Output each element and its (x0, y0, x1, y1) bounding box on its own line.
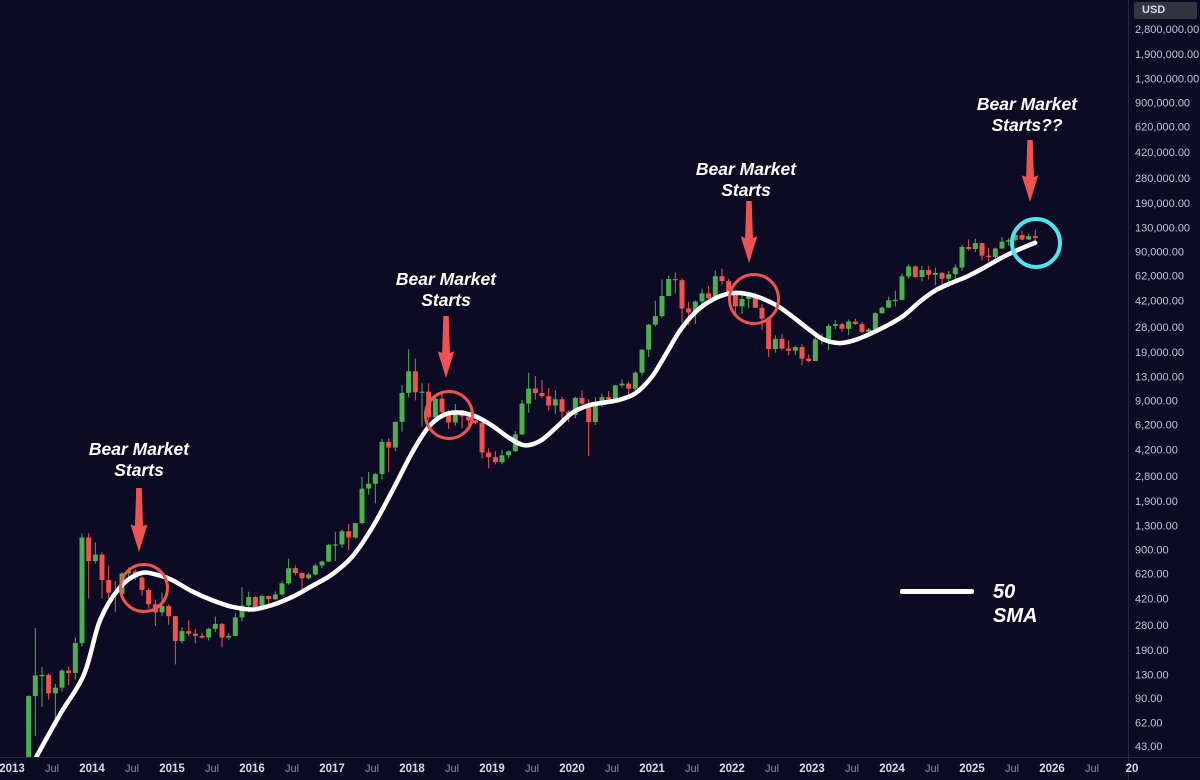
svg-text:42,000.00: 42,000.00 (1135, 296, 1184, 308)
sma-line-swatch (900, 589, 974, 594)
down-arrow-icon[interactable] (126, 488, 152, 552)
svg-text:Jul: Jul (1005, 763, 1019, 775)
svg-text:2026: 2026 (1039, 763, 1065, 775)
svg-text:Jul: Jul (45, 763, 59, 775)
svg-text:43.00: 43.00 (1135, 741, 1163, 753)
svg-text:190.00: 190.00 (1135, 645, 1169, 657)
svg-text:Jul: Jul (765, 763, 779, 775)
annotation-label: Bear Market Starts?? (976, 94, 1078, 135)
svg-text:19,000.00: 19,000.00 (1135, 347, 1184, 359)
svg-text:2017: 2017 (319, 763, 345, 775)
highlight-circle[interactable] (728, 273, 780, 325)
svg-text:130.00: 130.00 (1135, 669, 1169, 681)
svg-text:1,300,000.00: 1,300,000.00 (1135, 74, 1199, 86)
svg-text:1,900.00: 1,900.00 (1135, 496, 1178, 508)
svg-text:62.00: 62.00 (1135, 717, 1163, 729)
svg-text:280.00: 280.00 (1135, 620, 1169, 632)
svg-text:9,000.00: 9,000.00 (1135, 395, 1178, 407)
annotation-label: Bear Market Starts (395, 269, 497, 310)
svg-text:62,000.00: 62,000.00 (1135, 271, 1184, 283)
svg-text:2025: 2025 (959, 763, 985, 775)
svg-text:Jul: Jul (525, 763, 539, 775)
down-arrow-icon[interactable] (1017, 140, 1043, 202)
svg-text:900,000.00: 900,000.00 (1135, 98, 1190, 110)
svg-text:2022: 2022 (719, 763, 745, 775)
svg-text:90.00: 90.00 (1135, 693, 1163, 705)
svg-text:2013: 2013 (0, 763, 25, 775)
svg-text:2020: 2020 (559, 763, 585, 775)
svg-text:4,200.00: 4,200.00 (1135, 445, 1178, 457)
annotation-label: Bear Market Starts (88, 439, 190, 480)
price-axis-labels[interactable]: 2,800,000.00 1,900,000.00 1,300,000.00 900,… (1135, 24, 1199, 753)
svg-text:Jul: Jul (1085, 763, 1099, 775)
sma-legend-label: 50 SMA (993, 581, 1038, 627)
sma-line (33, 240, 1038, 757)
svg-text:2,800.00: 2,800.00 (1135, 471, 1178, 483)
svg-text:2019: 2019 (479, 763, 505, 775)
svg-text:2021: 2021 (639, 763, 665, 775)
currency-button[interactable]: USD (1134, 2, 1197, 19)
svg-text:420.00: 420.00 (1135, 594, 1169, 606)
svg-text:Jul: Jul (365, 763, 379, 775)
svg-text:13,000.00: 13,000.00 (1135, 372, 1184, 384)
down-arrow-icon[interactable] (433, 316, 459, 378)
annotation-label: Bear Market Starts (695, 159, 797, 200)
highlight-circle[interactable] (424, 390, 474, 440)
highlight-circle[interactable] (119, 563, 169, 613)
svg-text:Jul: Jul (845, 763, 859, 775)
svg-text:20: 20 (1126, 763, 1139, 775)
svg-text:2,800,000.00: 2,800,000.00 (1135, 24, 1199, 36)
svg-text:90,000.00: 90,000.00 (1135, 246, 1184, 258)
svg-text:Jul: Jul (445, 763, 459, 775)
highlight-circle[interactable] (1010, 217, 1062, 269)
down-arrow-icon[interactable] (736, 201, 762, 263)
svg-text:6,200.00: 6,200.00 (1135, 420, 1178, 432)
svg-text:2016: 2016 (239, 763, 265, 775)
svg-text:130,000.00: 130,000.00 (1135, 223, 1190, 235)
svg-text:2018: 2018 (399, 763, 425, 775)
svg-text:2014: 2014 (79, 763, 105, 775)
svg-text:28,000.00: 28,000.00 (1135, 322, 1184, 334)
time-axis-labels[interactable]: 2013 Jul 2014 Jul 2015 Jul 2016 Jul 2017 Jul 2018 J… (0, 763, 1138, 775)
svg-text:620,000.00: 620,000.00 (1135, 122, 1190, 134)
svg-text:2024: 2024 (879, 763, 905, 775)
svg-text:2023: 2023 (799, 763, 825, 775)
svg-text:1,300.00: 1,300.00 (1135, 521, 1178, 533)
svg-text:Jul: Jul (285, 763, 299, 775)
svg-text:Jul: Jul (125, 763, 139, 775)
svg-text:900.00: 900.00 (1135, 544, 1169, 556)
svg-text:2015: 2015 (159, 763, 185, 775)
svg-text:Jul: Jul (925, 763, 939, 775)
candles-layer (26, 229, 1038, 757)
svg-text:Jul: Jul (605, 763, 619, 775)
svg-text:1,900,000.00: 1,900,000.00 (1135, 49, 1199, 61)
svg-text:620.00: 620.00 (1135, 568, 1169, 580)
svg-text:280,000.00: 280,000.00 (1135, 173, 1190, 185)
svg-text:420,000.00: 420,000.00 (1135, 147, 1190, 159)
svg-text:Jul: Jul (205, 763, 219, 775)
svg-text:190,000.00: 190,000.00 (1135, 198, 1190, 210)
svg-text:Jul: Jul (685, 763, 699, 775)
